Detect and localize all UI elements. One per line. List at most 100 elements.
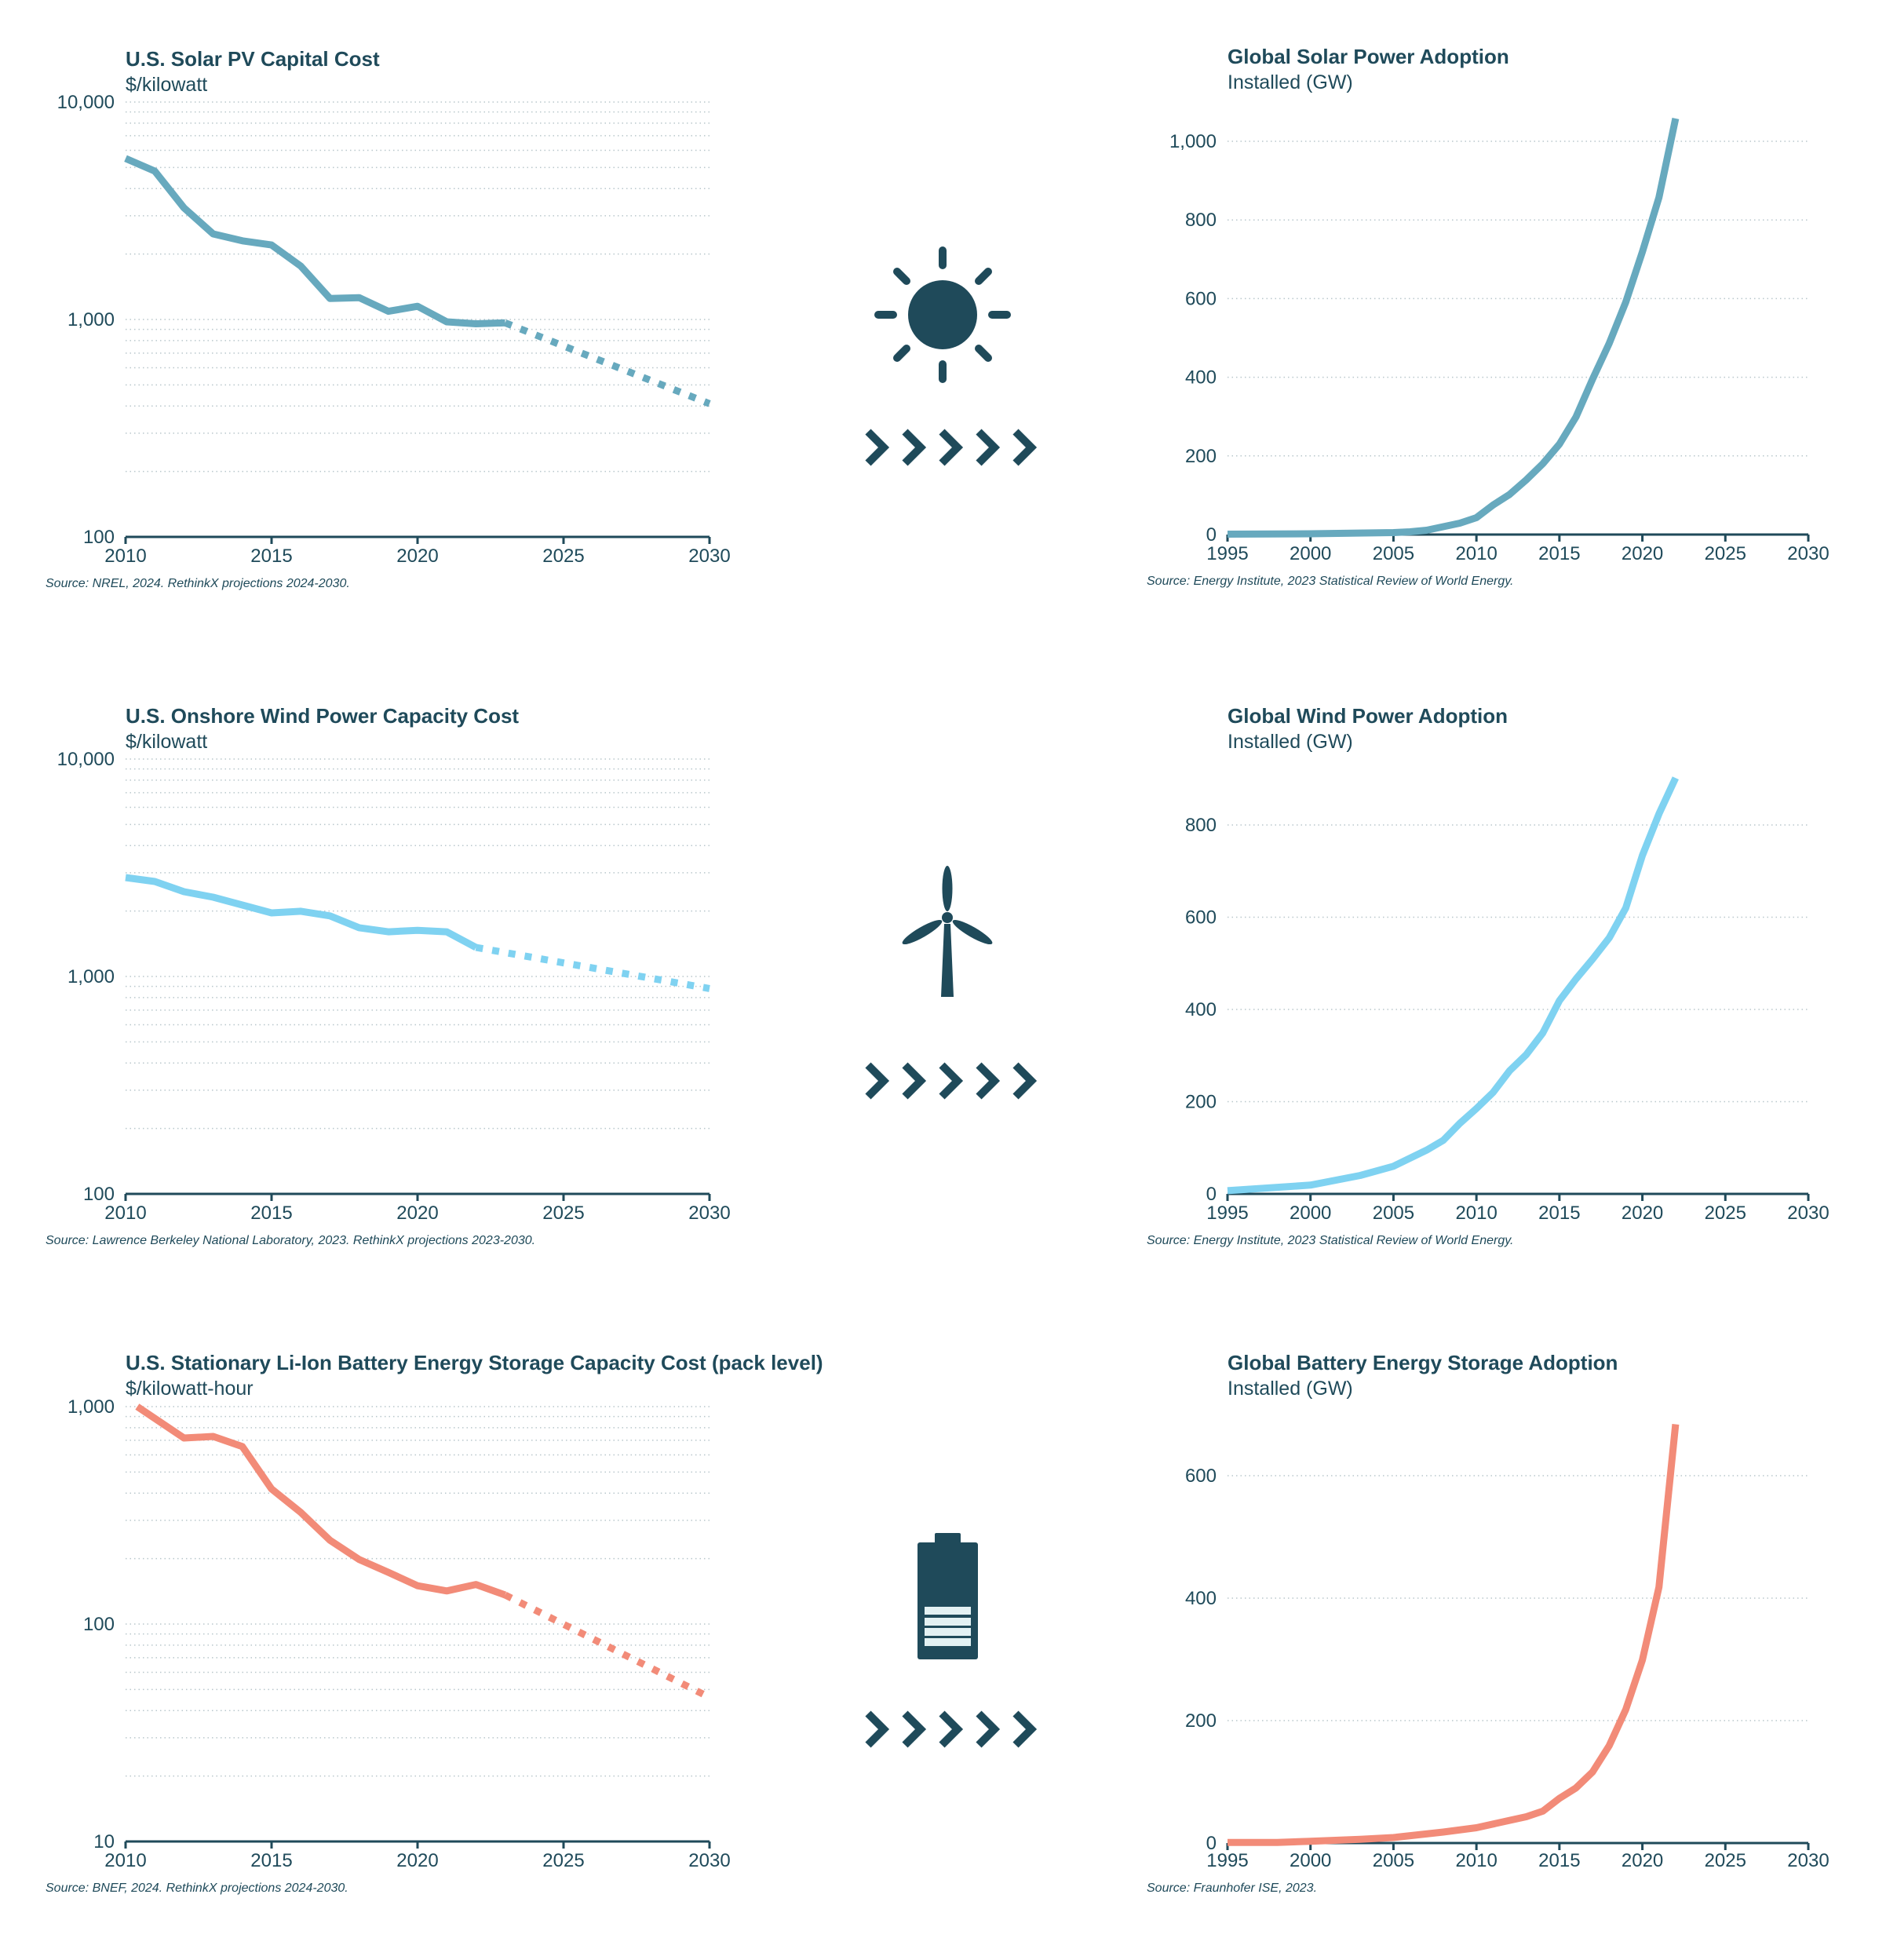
chevron-right-icon (1012, 1062, 1038, 1100)
gridlines (126, 101, 710, 473)
chart-subtitle: $/kilowatt (126, 731, 207, 753)
y-tick-label: 200 (1185, 1092, 1217, 1113)
source-note: Source: Lawrence Berkeley National Labor… (46, 1234, 535, 1247)
gridlines (126, 758, 710, 1130)
chevron-row (865, 429, 1038, 466)
x-tick-label: 2015 (250, 1850, 292, 1871)
chart-battery-cost: U.S. Stationary Li-Ion Battery Energy St… (46, 1351, 823, 1895)
y-tick-label: 100 (83, 527, 115, 548)
x-tick-label: 2025 (1705, 543, 1746, 564)
y-tick-label: 10,000 (57, 92, 115, 113)
x-tick-label: 2010 (104, 546, 146, 567)
source-note: Source: Energy Institute, 2023 Statistic… (1147, 1234, 1513, 1247)
x-tick-label: 2025 (542, 1203, 584, 1224)
gridlines (1228, 141, 1808, 457)
chart-subtitle: Installed (GW) (1228, 1378, 1353, 1400)
data-line (135, 1403, 507, 1599)
chart-subtitle: $/kilowatt (126, 74, 207, 96)
chart-battery-adoption: Global Battery Energy Storage Adoption In… (1147, 1351, 1830, 1895)
source-note: Source: BNEF, 2024. RethinkX projections… (46, 1882, 348, 1895)
y-tick-label: 1,000 (67, 1396, 115, 1418)
data-line (1227, 117, 1680, 538)
chart-subtitle: $/kilowatt-hour (126, 1378, 254, 1400)
x-tick-label: 1995 (1206, 543, 1248, 564)
x-tick-label: 2015 (250, 546, 292, 567)
x-tick-label: 2030 (688, 1850, 730, 1871)
chevron-right-icon (976, 429, 1001, 466)
y-tick-label: 0 (1206, 524, 1217, 546)
chevron-right-icon (902, 1062, 927, 1100)
x-tick-label: 2025 (1705, 1203, 1746, 1224)
chart-title: Global Battery Energy Storage Adoption (1228, 1351, 1618, 1374)
x-tick-label: 2030 (1787, 1203, 1829, 1224)
x-tick-label: 2010 (104, 1203, 146, 1224)
x-tick-label: 2010 (1455, 1850, 1497, 1871)
chart-title: U.S. Onshore Wind Power Capacity Cost (126, 704, 519, 728)
y-tick-label: 100 (83, 1184, 115, 1205)
y-tick-label: 0 (1206, 1184, 1217, 1205)
data-line (125, 874, 478, 951)
chevron-right-icon (865, 1062, 890, 1100)
gridlines (1228, 1475, 1808, 1721)
x-tick-label: 2020 (396, 1850, 438, 1871)
projection-line (503, 319, 711, 407)
y-tick-label: 0 (1206, 1833, 1217, 1854)
x-tick-label: 2005 (1373, 1203, 1414, 1224)
y-tick-label: 200 (1185, 446, 1217, 467)
x-tick-label: 1995 (1206, 1203, 1248, 1224)
chart-wind-adoption: Global Wind Power Adoption Installed (GW)… (1147, 704, 1830, 1247)
x-tick-label: 2030 (1787, 543, 1829, 564)
x-tick-label: 2030 (1787, 1850, 1829, 1871)
chart-title: Global Solar Power Adoption (1228, 45, 1509, 68)
y-tick-label: 10,000 (57, 749, 115, 770)
chart-solar-cost: U.S. Solar PV Capital Cost $/kilowatt 100 1… (46, 47, 731, 590)
y-tick-label: 400 (1185, 367, 1217, 389)
y-tick-label: 1,000 (67, 309, 115, 330)
chart-title: U.S. Solar PV Capital Cost (126, 47, 380, 71)
y-tick-label: 600 (1185, 288, 1217, 309)
chevron-right-icon (902, 429, 927, 466)
chevron-right-icon (902, 1710, 927, 1748)
data-line (1227, 776, 1679, 1195)
x-tick-label: 2000 (1290, 543, 1331, 564)
x-tick-label: 2020 (396, 1203, 438, 1224)
source-note: Source: Fraunhofer ISE, 2023. (1147, 1882, 1317, 1895)
chart-wind-cost: U.S. Onshore Wind Power Capacity Cost $/k… (46, 704, 731, 1247)
y-tick-label: 1,000 (1169, 131, 1217, 152)
chart-solar-adoption: Global Solar Power Adoption Installed (GW… (1147, 45, 1830, 588)
chevron-row (865, 1062, 1038, 1100)
chevron-rows (865, 429, 1038, 1748)
data-line (124, 155, 505, 327)
y-tick-label: 1,000 (67, 966, 115, 987)
x-tick-label: 2030 (688, 1203, 730, 1224)
y-tick-label: 600 (1185, 907, 1217, 929)
source-note: Source: NREL, 2024. RethinkX projections… (46, 577, 350, 590)
y-tick-label: 100 (83, 1614, 115, 1635)
y-tick-label: 800 (1185, 815, 1217, 836)
x-tick-label: 2000 (1290, 1850, 1331, 1871)
chevron-row (865, 1710, 1038, 1748)
chevron-right-icon (865, 1710, 890, 1748)
chart-subtitle: Installed (GW) (1228, 731, 1353, 753)
chevron-right-icon (939, 1710, 964, 1748)
y-tick-label: 800 (1185, 210, 1217, 231)
x-tick-label: 2020 (1622, 1203, 1663, 1224)
chart-subtitle: Installed (GW) (1228, 71, 1353, 93)
y-tick-label: 10 (93, 1831, 115, 1852)
y-tick-label: 200 (1185, 1710, 1217, 1732)
source-note: Source: Energy Institute, 2023 Statistic… (1147, 575, 1513, 588)
battery-icon (917, 1533, 978, 1659)
gridlines (126, 1406, 710, 1777)
data-line (1228, 1424, 1680, 1846)
x-tick-label: 2020 (1622, 543, 1663, 564)
x-tick-label: 2015 (250, 1203, 292, 1224)
x-tick-label: 2025 (542, 546, 584, 567)
sun-icon (874, 246, 1011, 383)
x-tick-label: 2005 (1373, 1850, 1414, 1871)
charts-layer: U.S. Solar PV Capital Cost$/kilowatt1001… (46, 45, 1830, 1895)
projection-line (503, 1591, 712, 1701)
x-tick-label: 2020 (1622, 1850, 1663, 1871)
projection-line (475, 944, 710, 992)
gridlines (1228, 824, 1808, 1103)
chevron-right-icon (1012, 1710, 1038, 1748)
